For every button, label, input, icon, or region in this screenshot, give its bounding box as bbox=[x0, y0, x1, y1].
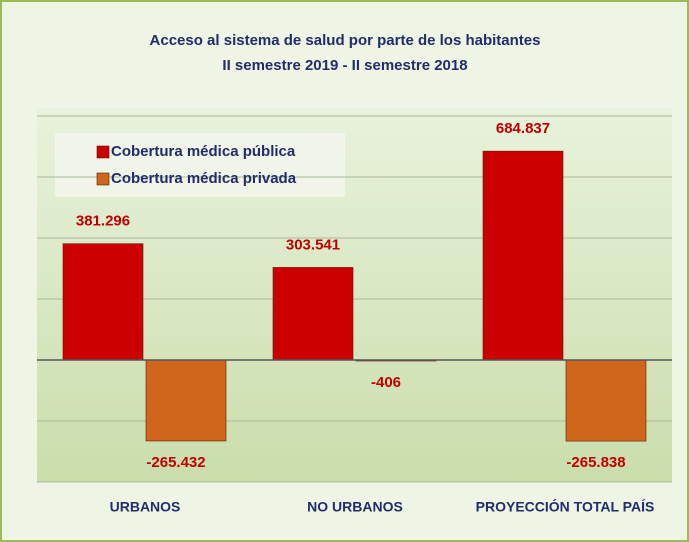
data-label: 381.296 bbox=[76, 213, 130, 230]
legend-swatch bbox=[96, 172, 110, 186]
data-label: -265.432 bbox=[146, 454, 205, 471]
bar bbox=[145, 359, 227, 442]
x-tick-label: NO URBANOS bbox=[307, 499, 403, 515]
x-tick-label: PROYECCIÓN TOTAL PAÍS bbox=[476, 498, 655, 515]
bar bbox=[482, 150, 564, 361]
bar bbox=[272, 267, 354, 361]
bar bbox=[565, 359, 647, 442]
bar bbox=[62, 243, 144, 361]
legend-label: Cobertura médica privada bbox=[111, 170, 297, 187]
legend bbox=[55, 133, 345, 197]
chart-subtitle: II semestre 2019 - II semestre 2018 bbox=[222, 57, 467, 74]
data-label: 303.541 bbox=[286, 236, 340, 253]
data-label: 684.837 bbox=[496, 120, 550, 137]
data-label: -265.838 bbox=[566, 454, 625, 471]
chart-title: Acceso al sistema de salud por parte de … bbox=[150, 32, 541, 49]
legend-label: Cobertura médica pública bbox=[111, 143, 296, 160]
x-tick-label: URBANOS bbox=[110, 499, 181, 515]
data-label: -406 bbox=[371, 374, 401, 391]
legend-swatch bbox=[96, 145, 110, 159]
